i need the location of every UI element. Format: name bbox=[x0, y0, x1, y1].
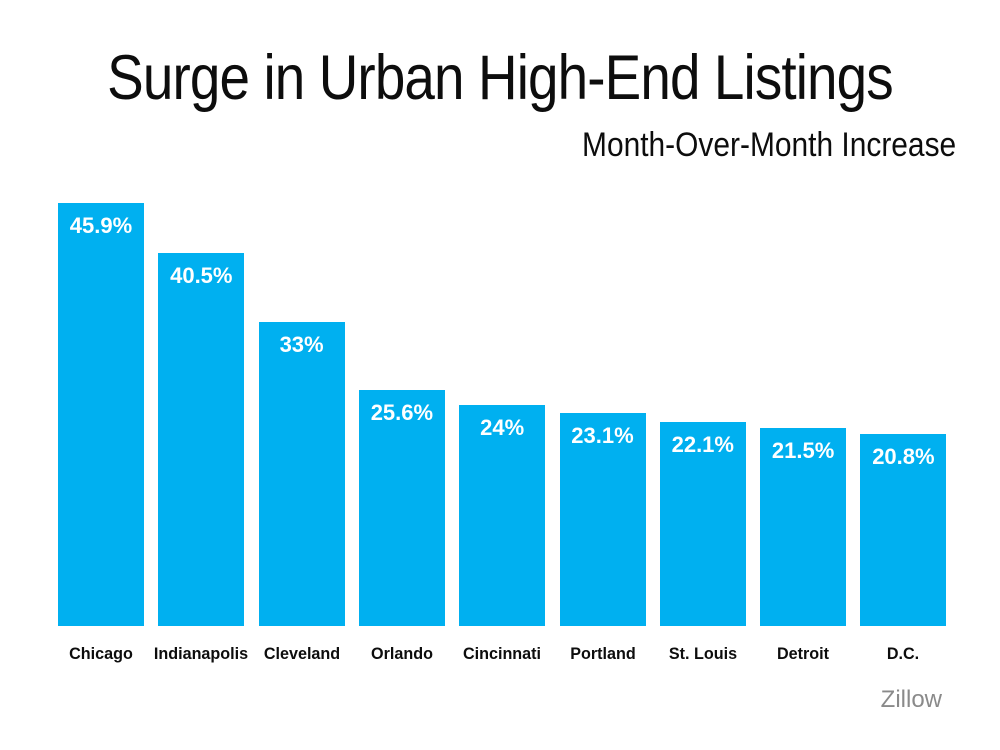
x-axis-label-indianapolis: Indianapolis bbox=[154, 644, 249, 663]
chart-title: Surge in Urban High-End Listings bbox=[107, 43, 893, 113]
bar-cincinnati: 24% bbox=[459, 404, 546, 626]
x-axis-label-detroit: Detroit bbox=[777, 644, 830, 663]
bar-chicago: 45.9% bbox=[58, 203, 144, 626]
x-axis-label-cleveland: Cleveland bbox=[263, 644, 340, 663]
bar-value-label: 33% bbox=[279, 331, 324, 357]
x-axis-label-chicago: Chicago bbox=[69, 644, 133, 663]
bar-value-label: 20.8% bbox=[872, 444, 935, 470]
bar-value-label: 45.9% bbox=[69, 213, 133, 238]
bar-value-label: 24% bbox=[480, 414, 525, 440]
bar-detroit: 21.5% bbox=[760, 427, 847, 626]
bar-orlando: 25.6% bbox=[358, 390, 445, 626]
x-axis-label-cincinnati: Cincinnati bbox=[463, 644, 542, 663]
bar-value-label: 40.5% bbox=[170, 262, 233, 288]
bar-value-label: 21.5% bbox=[771, 437, 835, 463]
bar-cleveland: 33% bbox=[258, 321, 345, 626]
x-axis-label-d-c: D.C. bbox=[887, 644, 920, 663]
chart-subtitle: Month-Over-Month Increase bbox=[581, 126, 956, 164]
x-axis-label-orlando: Orlando bbox=[370, 644, 433, 663]
x-axis-label-st-louis: St. Louis bbox=[668, 644, 737, 663]
bar-portland: 23.1% bbox=[559, 413, 646, 626]
source-attribution: Zillow bbox=[880, 686, 942, 713]
x-axis-label-portland: Portland bbox=[569, 644, 636, 663]
bar-value-label: 23.1% bbox=[571, 423, 634, 449]
bar-st-louis: 22.1% bbox=[659, 422, 746, 626]
bar-indianapolis: 40.5% bbox=[158, 252, 245, 626]
bar-value-label: 22.1% bbox=[671, 432, 734, 458]
bar-d-c: 20.8% bbox=[860, 434, 947, 626]
bar-value-label: 25.6% bbox=[370, 400, 434, 426]
